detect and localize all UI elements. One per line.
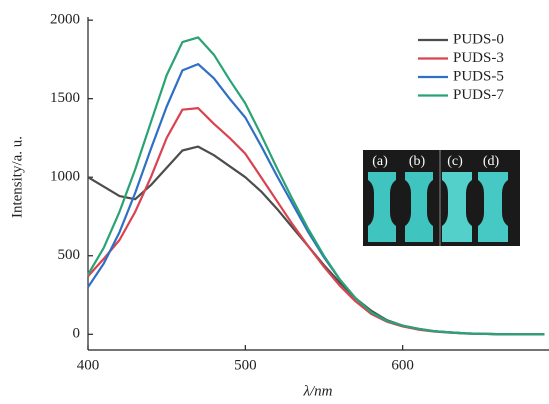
- x-tick-label: 500: [234, 357, 257, 373]
- y-tick-label: 1500: [50, 90, 80, 106]
- legend-label: PUDS-3: [453, 50, 504, 66]
- y-tick-label: 0: [73, 326, 81, 342]
- legend-label: PUDS-5: [453, 68, 504, 84]
- inset-label: (b): [409, 154, 426, 169]
- inset-label: (a): [372, 154, 388, 169]
- inset-label: (c): [447, 154, 463, 169]
- y-axis-label: Intensity/a. u.: [9, 136, 25, 218]
- x-tick-label: 600: [391, 357, 414, 373]
- x-axis-label: λ/nm: [303, 383, 333, 399]
- y-tick-label: 1000: [50, 169, 80, 185]
- legend-label: PUDS-7: [453, 87, 504, 103]
- x-tick-label: 400: [77, 357, 100, 373]
- y-tick-label: 2000: [50, 12, 80, 28]
- inset-label: (d): [483, 154, 500, 169]
- inset-photo: [363, 150, 520, 246]
- y-tick-label: 500: [58, 247, 81, 263]
- legend-label: PUDS-0: [453, 31, 504, 47]
- data-line: [87, 36, 545, 336]
